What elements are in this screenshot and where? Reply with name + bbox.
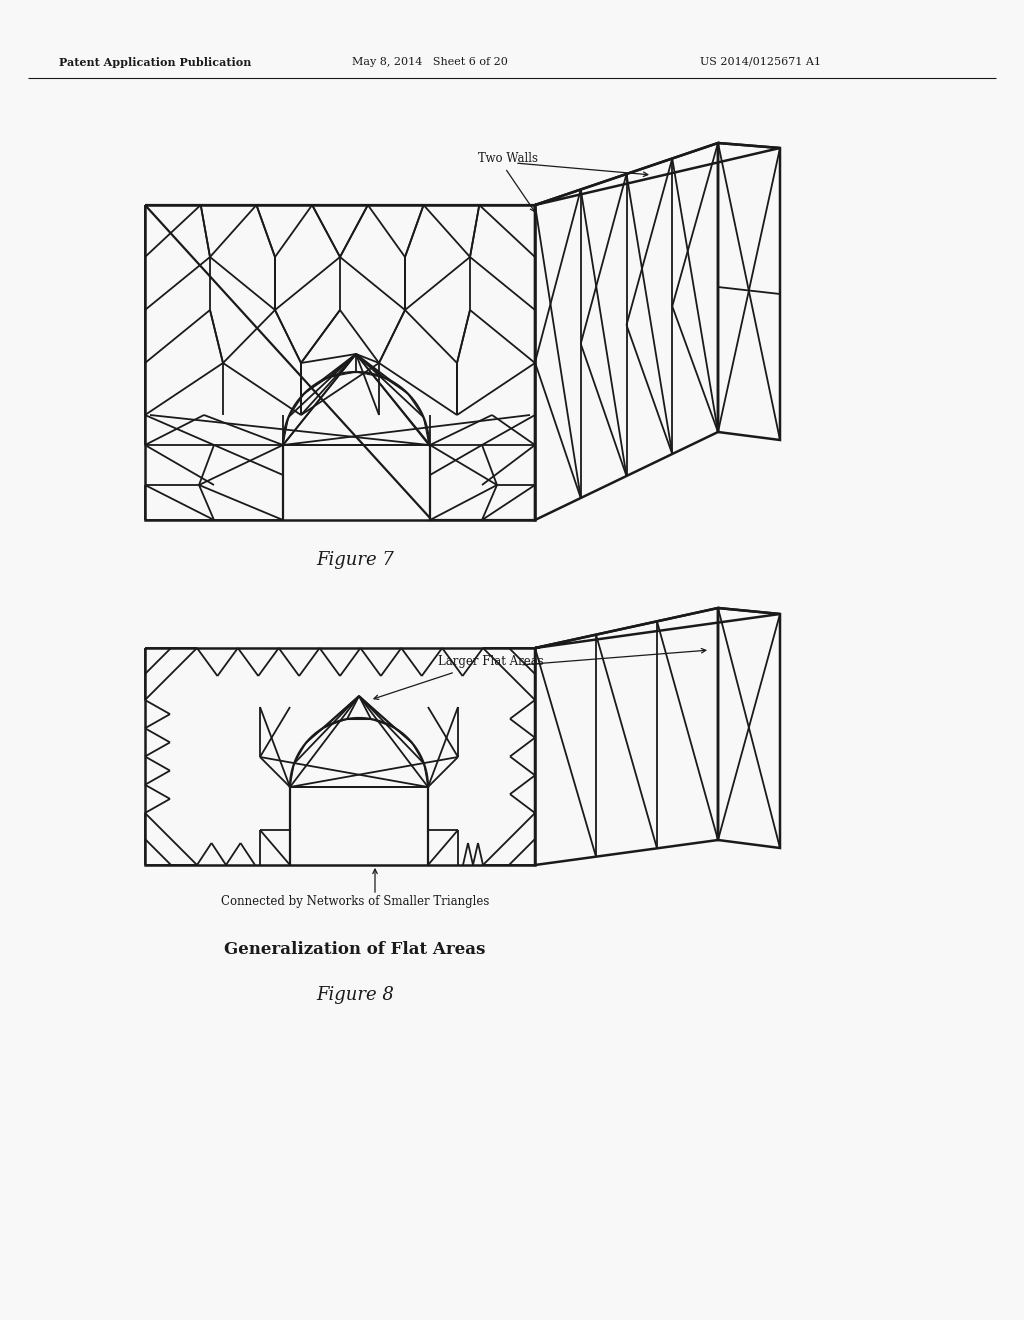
Text: Generalization of Flat Areas: Generalization of Flat Areas [224, 941, 485, 958]
Text: May 8, 2014   Sheet 6 of 20: May 8, 2014 Sheet 6 of 20 [352, 57, 508, 67]
Text: US 2014/0125671 A1: US 2014/0125671 A1 [699, 57, 820, 67]
Text: Larger Flat Areas: Larger Flat Areas [438, 656, 544, 668]
Text: Patent Application Publication: Patent Application Publication [58, 57, 251, 67]
Text: Two Walls: Two Walls [478, 152, 538, 165]
Text: Figure 7: Figure 7 [316, 550, 394, 569]
Text: Figure 8: Figure 8 [316, 986, 394, 1005]
Text: Connected by Networks of Smaller Triangles: Connected by Networks of Smaller Triangl… [221, 895, 489, 908]
